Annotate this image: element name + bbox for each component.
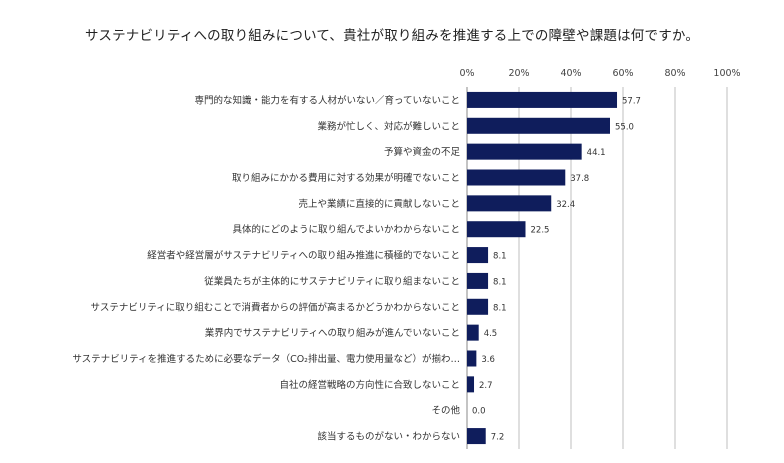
bar — [467, 143, 582, 160]
bar — [467, 272, 489, 289]
value-label: 55.0 — [615, 122, 634, 132]
category-label: 業界内でサステナビリティへの取り組みが進んでいないこと — [205, 327, 460, 339]
value-label: 7.2 — [491, 433, 505, 443]
category-label: 該当するものがない・わからない — [317, 431, 460, 443]
bar — [467, 376, 475, 393]
value-label: 37.8 — [570, 174, 589, 184]
bar — [467, 298, 489, 315]
category-label: サステナビリティを推進するために必要なデータ（CO₂排出量、電力使用量など）が揃… — [72, 353, 460, 365]
category-label: 専門的な知識・能力を有する人材がいない／育っていないこと — [194, 94, 460, 106]
value-label: 3.6 — [481, 355, 495, 365]
bar — [467, 195, 552, 212]
category-label: 自社の経営戦略の方向性に合致しないこと — [279, 379, 460, 391]
category-label: 予算や資金の不足 — [384, 146, 461, 158]
bar — [467, 324, 479, 341]
bar — [467, 91, 618, 108]
category-label: 具体的にどのように取り組んでよいかわからないこと — [232, 224, 460, 236]
x-tick-label: 100% — [713, 68, 740, 79]
x-tick-label: 60% — [612, 68, 633, 79]
value-label: 44.1 — [587, 148, 606, 158]
value-label: 2.7 — [479, 381, 493, 391]
category-label: 従業員たちが主体的にサステナビリティに取り組まないこと — [204, 275, 460, 287]
bar — [467, 247, 489, 264]
value-label: 8.1 — [493, 252, 507, 262]
value-label: 32.4 — [556, 200, 575, 210]
x-tick-label: 80% — [664, 68, 685, 79]
category-label: 売上や業績に直接的に貢献しないこと — [298, 198, 460, 210]
value-label: 0.0 — [472, 407, 486, 417]
value-label: 8.1 — [493, 303, 507, 313]
value-label: 57.7 — [622, 96, 641, 106]
bar — [467, 350, 477, 367]
bar — [467, 117, 610, 134]
category-label: その他 — [431, 405, 460, 417]
x-tick-label: 40% — [560, 68, 581, 79]
category-label: サステナビリティに取り組むことで消費者からの評価が高まるかどうかわからないこと — [91, 301, 460, 313]
category-label: 取り組みにかかる費用に対する効果が明確でないこと — [232, 172, 460, 184]
category-label: 経営者や経営層がサステナビリティへの取り組み推進に積極的でないこと — [147, 250, 460, 262]
x-tick-label: 20% — [508, 68, 529, 79]
bar — [467, 169, 566, 186]
x-tick-label: 0% — [459, 68, 474, 79]
bar — [467, 221, 526, 238]
value-label: 4.5 — [484, 329, 498, 339]
value-label: 22.5 — [531, 226, 550, 236]
value-label: 8.1 — [493, 277, 507, 287]
bar — [467, 428, 486, 445]
chart-title: サステナビリティへの取り組みについて、貴社が取り組みを推進する上での障壁や課題は… — [84, 28, 700, 44]
category-label: 業務が忙しく、対応が難しいこと — [317, 120, 460, 132]
